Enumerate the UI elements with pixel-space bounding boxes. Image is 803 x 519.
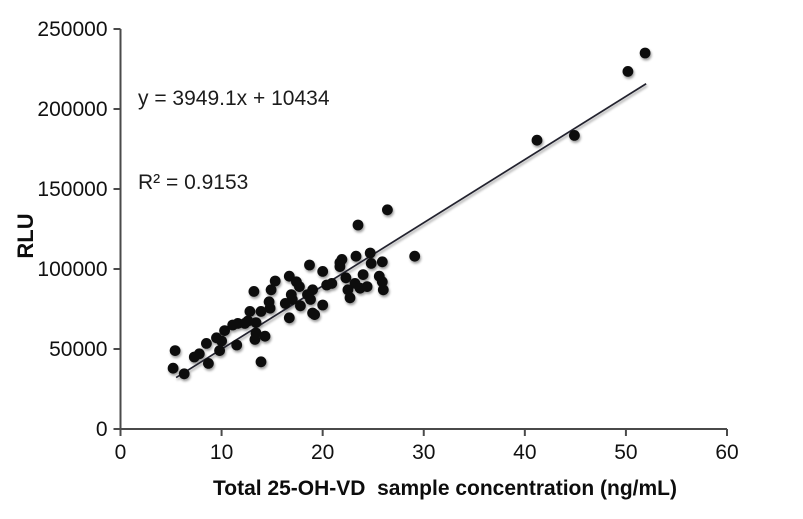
data-point [409, 250, 421, 262]
data-point [376, 256, 388, 268]
data-point [216, 335, 228, 347]
data-point [364, 247, 376, 259]
data-point [259, 330, 271, 342]
data-series [167, 47, 651, 380]
x-tick-label: 30 [412, 441, 435, 464]
x-tick-label: 20 [311, 441, 334, 464]
regression-equation: y = 3949.1x + 10434 [138, 87, 330, 110]
x-tick-label: 60 [715, 441, 738, 464]
data-point [250, 327, 262, 339]
data-point [201, 338, 212, 349]
data-point [365, 258, 377, 269]
regression-annotation: y = 3949.1x + 10434 R² = 0.9153 [138, 29, 330, 253]
data-point [286, 294, 298, 305]
data-point [382, 204, 393, 216]
data-point [336, 254, 348, 265]
data-point [242, 315, 254, 327]
data-point [214, 345, 226, 356]
x-tick-label: 10 [210, 441, 233, 464]
data-point [376, 276, 388, 288]
data-point [307, 284, 318, 296]
data-point [255, 306, 267, 317]
y-tick-label: 50000 [49, 338, 107, 361]
data-point [250, 317, 262, 328]
data-point [193, 348, 205, 360]
data-point [203, 358, 214, 369]
data-point [219, 325, 231, 336]
data-point [169, 345, 181, 356]
y-tick-label: 200000 [37, 98, 107, 121]
r-squared-value: R² = 0.9153 [138, 171, 249, 194]
data-point [264, 302, 276, 314]
y-tick-label: 0 [96, 418, 108, 441]
data-point [340, 272, 352, 284]
x-tick-label: 50 [614, 441, 637, 464]
data-point [377, 284, 389, 296]
x-axis-title: Total 25-OH-VD sample concentration (ng/… [213, 477, 677, 500]
data-points [167, 47, 651, 380]
x-tick-label: 0 [115, 441, 127, 464]
data-point [357, 269, 369, 280]
data-point [317, 266, 329, 277]
data-point [317, 299, 329, 311]
data-point [167, 362, 179, 374]
data-point [569, 130, 580, 141]
data-point [178, 368, 190, 380]
data-point [350, 250, 362, 262]
data-point [265, 284, 277, 296]
data-point [326, 278, 338, 289]
y-axis-title: RLU [13, 213, 38, 259]
data-point [352, 219, 364, 231]
axis-lines [119, 29, 727, 430]
y-tick-label: 100000 [37, 258, 107, 281]
data-point [304, 259, 315, 271]
axis-tick-labels: 0 50000 100000 150000 200000 250000 0 10 20 30 40 5… [37, 18, 738, 464]
data-point [622, 66, 634, 77]
data-point [269, 275, 281, 287]
axis-ticks [113, 28, 728, 436]
data-point [309, 309, 320, 320]
data-point [294, 281, 305, 292]
y-tick-label: 150000 [37, 178, 107, 201]
data-point [244, 306, 256, 317]
data-point [283, 312, 295, 324]
data-point [361, 281, 373, 292]
x-tick-label: 40 [513, 441, 536, 464]
data-point [295, 300, 306, 312]
data-point [248, 286, 260, 297]
data-point [531, 134, 543, 146]
y-tick-label: 250000 [37, 18, 107, 41]
data-point [305, 294, 316, 305]
data-point [231, 339, 243, 351]
data-point [639, 47, 651, 59]
data-point [344, 292, 356, 304]
data-point [255, 356, 267, 368]
